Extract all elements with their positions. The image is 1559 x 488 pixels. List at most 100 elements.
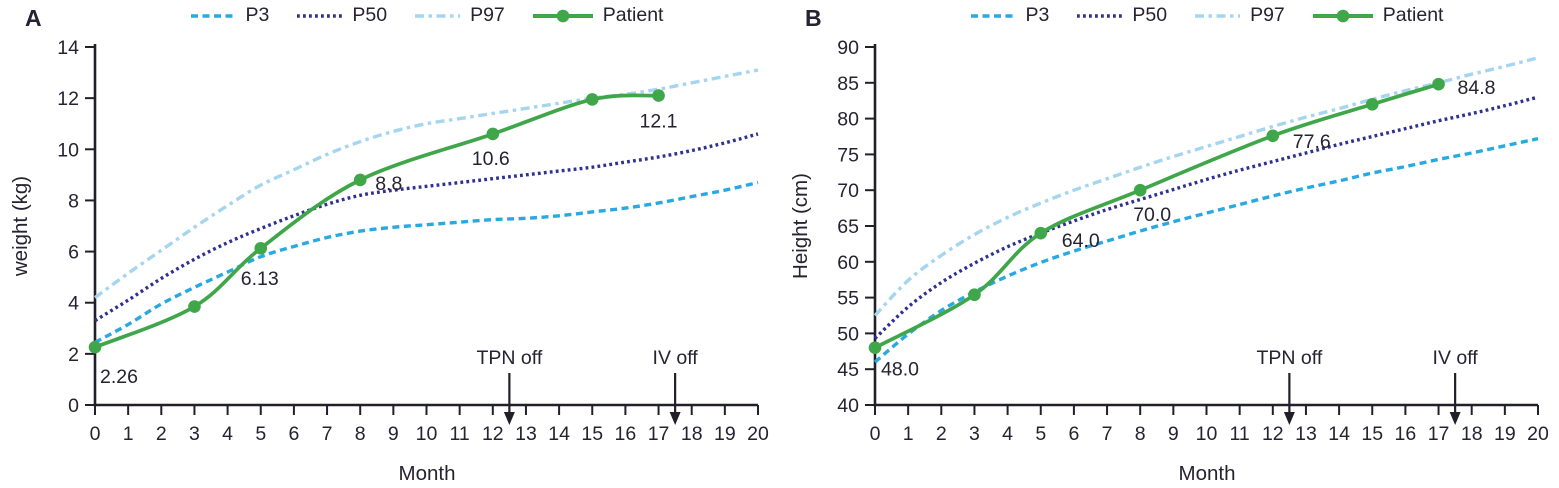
panel-height-chart: B P3 P50 P97 Patient 0 1 2 3 4 5 6 7 8 9 10 11 12 13 14 15… xyxy=(780,0,1559,488)
x-tick-label: 0 xyxy=(90,423,101,445)
y-tick-label: 40 xyxy=(837,395,859,417)
x-tick-label: 3 xyxy=(189,423,200,445)
patient-marker xyxy=(353,173,367,187)
patient-marker xyxy=(254,241,268,255)
patient-value-label: 8.8 xyxy=(375,173,402,195)
y-tick-label: 8 xyxy=(68,190,79,212)
y-tick-label: 0 xyxy=(68,395,79,417)
patient-marker xyxy=(188,300,201,313)
patient-value-label: 2.26 xyxy=(100,366,138,388)
x-tick-label: 8 xyxy=(355,423,366,445)
x-tick-label: 12 xyxy=(482,423,504,445)
legend-line-sample-p3 xyxy=(190,13,236,18)
x-tick-label: 6 xyxy=(1068,423,1079,445)
x-tick-label: 8 xyxy=(1135,423,1146,445)
x-axis-label-month-b: Month xyxy=(1178,462,1236,485)
annotation-arrow-head xyxy=(669,412,681,425)
legend-item-p50: P50 xyxy=(1076,4,1167,27)
patient-marker xyxy=(1266,129,1280,143)
x-tick-label: 17 xyxy=(648,423,670,445)
y-tick-label: 85 xyxy=(837,73,859,95)
annotation-arrow-head xyxy=(1283,412,1295,425)
annotation-arrow-head xyxy=(1449,412,1461,425)
annotation-arrow-head xyxy=(503,412,515,425)
legend-item-patient: Patient xyxy=(1312,4,1444,27)
y-tick-label: 12 xyxy=(57,88,79,110)
legend-marker-dot xyxy=(1336,9,1350,22)
x-tick-label: 3 xyxy=(969,423,980,445)
y-tick-label: 70 xyxy=(837,180,859,202)
legend-item-p50: P50 xyxy=(296,4,387,27)
x-tick-label: 2 xyxy=(156,423,167,445)
x-tick-label: 16 xyxy=(1395,423,1417,445)
legend-height-chart: P3 P50 P97 Patient xyxy=(875,4,1538,27)
patient-marker xyxy=(88,340,102,354)
x-tick-label: 9 xyxy=(388,423,399,445)
x-axis-label-month-a: Month xyxy=(398,462,456,485)
legend-label-patient: Patient xyxy=(1382,4,1444,26)
y-tick-label: 4 xyxy=(68,293,79,315)
p50-percentile-curve xyxy=(94,132,759,323)
patient-marker xyxy=(585,93,599,106)
legend-line-sample-patient xyxy=(532,9,593,22)
legend-line-sample-p97 xyxy=(415,13,461,18)
y-tick-label: 55 xyxy=(837,288,859,310)
patient-marker xyxy=(868,341,882,355)
y-axis-label-height: Height (cm) xyxy=(789,173,812,279)
patient-line xyxy=(93,93,661,350)
x-tick-label: 6 xyxy=(288,423,299,445)
patient-marker xyxy=(1365,97,1379,111)
x-tick-label: 1 xyxy=(123,423,134,445)
y-tick-label: 75 xyxy=(837,144,859,166)
x-tick-label: 0 xyxy=(870,423,881,445)
panel-weight-chart: A P3 P50 P97 Patient 0 1 2 3 4 5 6 7 8 9 10 11 12 13 14 15… xyxy=(0,0,779,488)
y-tick-label: 60 xyxy=(837,252,859,274)
x-tick-label: 4 xyxy=(222,423,233,445)
p3-percentile-curve xyxy=(94,180,759,344)
y-tick-label: 90 xyxy=(837,37,859,59)
x-tick-label: 15 xyxy=(1361,423,1383,445)
legend-line-sample-p50 xyxy=(1077,13,1123,18)
x-tick-label: 16 xyxy=(615,423,637,445)
legend-item-p3: P3 xyxy=(190,4,269,27)
x-tick-label: 18 xyxy=(1461,423,1483,445)
x-tick-label: 11 xyxy=(450,423,470,445)
patient-value-label: 70.0 xyxy=(1133,204,1171,226)
legend-item-p3: P3 xyxy=(970,4,1049,27)
annotation-label: TPN off xyxy=(477,347,543,369)
legend-line-sample-p3 xyxy=(970,13,1016,18)
patient-marker xyxy=(1133,183,1147,197)
weight-chart: 0 1 2 3 4 5 6 7 8 9 10 11 12 13 14 15 16 17 18 19 2002468101… xyxy=(57,37,769,445)
x-tick-label: 19 xyxy=(714,423,736,445)
x-tick-label: 12 xyxy=(1262,423,1284,445)
patient-marker xyxy=(652,89,665,102)
patient-value-label: 12.1 xyxy=(640,111,678,133)
patient-marker xyxy=(1034,226,1048,240)
legend-line-sample-p50 xyxy=(297,13,343,18)
patient-value-label: 48.0 xyxy=(881,359,919,381)
legend-item-p97: P97 xyxy=(1194,4,1285,27)
y-axis-label-weight: weight (kg) xyxy=(9,175,32,277)
legend-line-sample-patient xyxy=(1312,9,1373,22)
legend-item-p97: P97 xyxy=(414,4,505,27)
x-tick-label: 2 xyxy=(936,423,947,445)
legend-weight-chart: P3 P50 P97 Patient xyxy=(95,4,758,27)
height-chart: 0 1 2 3 4 5 6 7 8 9 10 11 12 13 14 15 16 17 18 19 2040455055… xyxy=(837,37,1549,445)
annotation-label: IV off xyxy=(1433,347,1479,369)
legend-label-p97: P97 xyxy=(470,4,505,26)
y-tick-label: 45 xyxy=(837,359,859,381)
patient-marker xyxy=(486,127,500,141)
y-tick-label: 6 xyxy=(68,242,79,264)
y-tick-label: 50 xyxy=(837,323,859,345)
x-tick-label: 7 xyxy=(322,423,333,445)
patient-value-label: 6.13 xyxy=(241,268,279,290)
y-tick-label: 65 xyxy=(837,216,859,238)
panel-label-a: A xyxy=(25,5,42,31)
x-tick-label: 14 xyxy=(1328,423,1350,445)
y-tick-label: 14 xyxy=(57,37,79,59)
patient-marker xyxy=(1432,77,1445,91)
x-tick-label: 1 xyxy=(903,423,914,445)
legend-label-p50: P50 xyxy=(352,4,388,26)
x-tick-label: 19 xyxy=(1494,423,1516,445)
